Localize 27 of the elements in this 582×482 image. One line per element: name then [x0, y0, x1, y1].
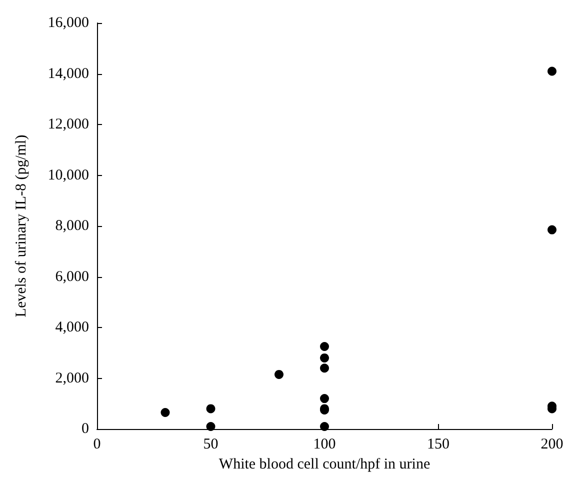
y-tick-label: 8,000: [55, 218, 89, 234]
point: [274, 370, 284, 379]
x-tick-label: 0: [93, 436, 101, 452]
point: [206, 404, 216, 414]
y-tick-label: 16,000: [48, 15, 89, 31]
point: [320, 394, 329, 404]
x-tick-label: 200: [540, 436, 564, 452]
point: [320, 342, 329, 352]
y-tick-label: 6,000: [55, 268, 89, 285]
y-tick-label: 14,000: [48, 66, 89, 82]
point: [320, 364, 329, 373]
point: [320, 422, 329, 431]
y-axis-title: Levels of urinary IL-8 (pg/ml): [14, 134, 30, 318]
x-tick-label: 50: [203, 436, 218, 452]
y-tick-label: 4,000: [55, 320, 89, 336]
point: [206, 422, 216, 431]
point: [320, 353, 329, 362]
point: [548, 66, 556, 76]
x-axis-title: White blood cell count/hpf in urine: [218, 456, 430, 472]
y-tick-label: 2,000: [55, 370, 89, 386]
y-tick-label: 0: [82, 421, 89, 437]
y-tick-label: 12,000: [48, 116, 89, 132]
y-tick-label: 10,000: [48, 167, 89, 184]
point: [160, 408, 170, 418]
x-tick-label: 150: [427, 436, 450, 452]
x-tick-label: 100: [313, 436, 336, 452]
point: [548, 225, 556, 234]
